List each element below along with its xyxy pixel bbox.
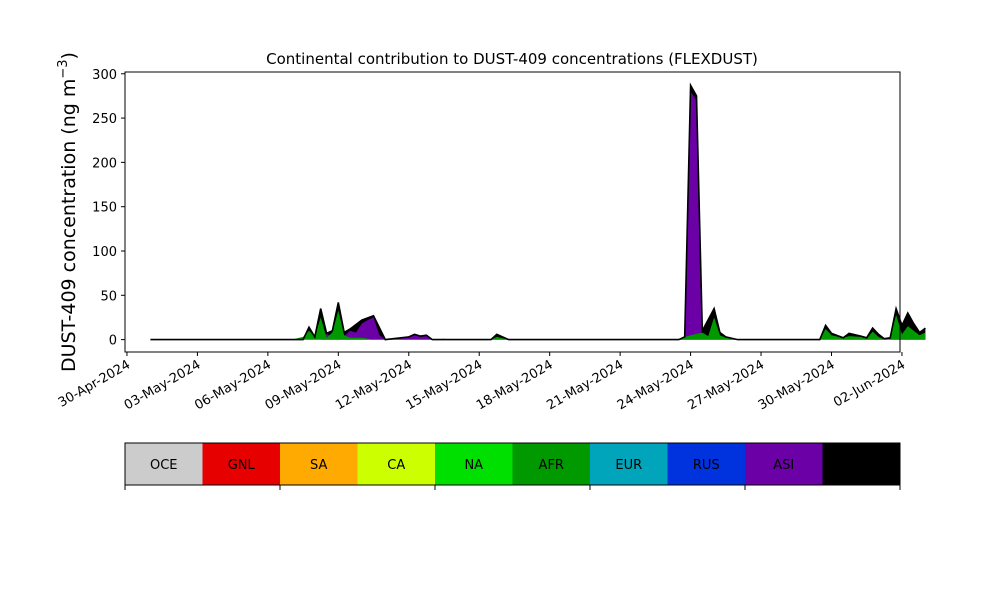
y-tick-label: 100: [92, 245, 117, 260]
x-tick-label: 27-May-2024: [685, 357, 767, 413]
legend-swatch-na: [435, 443, 513, 485]
y-tick-label: 300: [92, 68, 117, 83]
y-axis-label: DUST-409 concentration (ng m−3): [56, 52, 80, 372]
x-tick-label: 30-May-2024: [756, 357, 838, 413]
plot-area: [124, 71, 926, 353]
x-tick-label: 12-May-2024: [333, 357, 415, 413]
legend-label-sa: SA: [310, 458, 327, 473]
region-colorbar-legend: OCE GNL SA CA NA AFR EUR RUS ASI AUS: [124, 442, 901, 490]
area-afr: [150, 310, 926, 340]
x-tick-label: 18-May-2024: [474, 357, 556, 413]
area-asi: [150, 91, 926, 340]
x-tick-label: 09-May-2024: [263, 357, 345, 413]
y-tick-label: 50: [100, 289, 117, 304]
legend-label-asi: ASI: [773, 458, 794, 473]
legend-label-gnl: GNL: [228, 458, 256, 473]
stacked-areas: [150, 82, 926, 341]
x-axis: 30-Apr-202403-May-202406-May-202409-May-…: [56, 352, 908, 413]
legend-label-na: NA: [464, 458, 483, 473]
y-tick-label: 150: [92, 201, 117, 216]
legend-label-aus: AUS: [848, 458, 875, 473]
legend-label-rus: RUS: [693, 458, 720, 473]
legend-swatch-oce: [125, 443, 203, 485]
legend-swatch-asi: [745, 443, 823, 485]
area-aus: [150, 85, 926, 340]
legend-swatch-aus: [822, 443, 900, 485]
y-axis: 0 50 100 150 200 250 300: [92, 68, 125, 349]
x-tick-label: 15-May-2024: [404, 357, 486, 413]
legend-swatch-eur: [590, 443, 668, 485]
legend-label-afr: AFR: [539, 458, 564, 473]
x-tick-label: 03-May-2024: [122, 357, 204, 413]
y-tick-label: 200: [92, 156, 117, 171]
y-tick-label: 250: [92, 112, 117, 127]
plot-frame: [124, 71, 901, 353]
legend-swatch-rus: [667, 443, 745, 485]
x-tick-label: 24-May-2024: [615, 357, 697, 413]
legend-frame: [124, 442, 901, 486]
y-tick-label: 0: [109, 334, 117, 349]
legend-swatch-afr: [512, 443, 590, 485]
legend-label-eur: EUR: [615, 458, 642, 473]
legend-label-oce: OCE: [150, 458, 178, 473]
legend-swatch-sa: [280, 443, 358, 485]
legend-label-ca: CA: [387, 458, 405, 473]
x-tick-label: 21-May-2024: [544, 357, 626, 413]
legend-swatch-gnl: [202, 443, 280, 485]
x-tick-label: 02-Jun-2024: [831, 357, 908, 410]
total-line: [150, 82, 926, 341]
x-tick-label: 06-May-2024: [192, 357, 274, 413]
legend-swatch-ca: [357, 443, 435, 485]
chart-title: Continental contribution to DUST-409 con…: [266, 50, 758, 68]
